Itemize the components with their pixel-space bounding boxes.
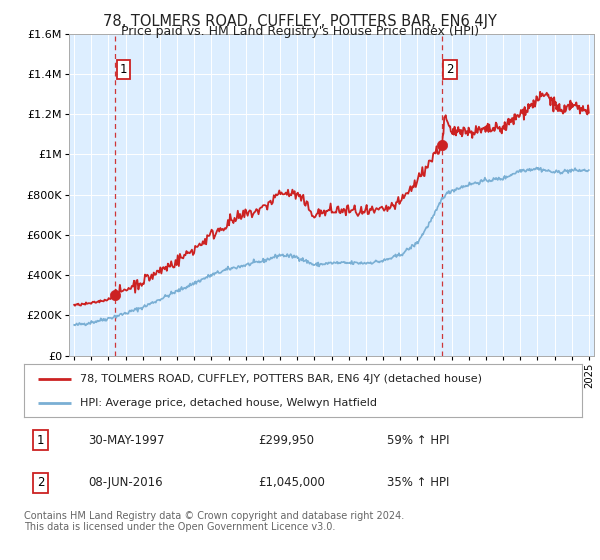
Text: 2: 2 (37, 477, 44, 489)
Text: 08-JUN-2016: 08-JUN-2016 (88, 477, 163, 489)
Text: 78, TOLMERS ROAD, CUFFLEY, POTTERS BAR, EN6 4JY (detached house): 78, TOLMERS ROAD, CUFFLEY, POTTERS BAR, … (80, 374, 482, 384)
Text: £1,045,000: £1,045,000 (259, 477, 325, 489)
Text: 1: 1 (37, 434, 44, 447)
Text: 1: 1 (120, 63, 127, 76)
Point (437, 141, 447, 150)
Text: 35% ↑ HPI: 35% ↑ HPI (387, 477, 449, 489)
Text: 2: 2 (446, 63, 454, 76)
Point (110, 291, 120, 300)
Text: Price paid vs. HM Land Registry's House Price Index (HPI): Price paid vs. HM Land Registry's House … (121, 25, 479, 38)
Text: 30-MAY-1997: 30-MAY-1997 (88, 434, 164, 447)
Text: £299,950: £299,950 (259, 434, 314, 447)
Text: 78, TOLMERS ROAD, CUFFLEY, POTTERS BAR, EN6 4JY: 78, TOLMERS ROAD, CUFFLEY, POTTERS BAR, … (103, 14, 497, 29)
Text: HPI: Average price, detached house, Welwyn Hatfield: HPI: Average price, detached house, Welw… (80, 398, 377, 408)
Text: Contains HM Land Registry data © Crown copyright and database right 2024.
This d: Contains HM Land Registry data © Crown c… (24, 511, 404, 533)
Text: 59% ↑ HPI: 59% ↑ HPI (387, 434, 449, 447)
